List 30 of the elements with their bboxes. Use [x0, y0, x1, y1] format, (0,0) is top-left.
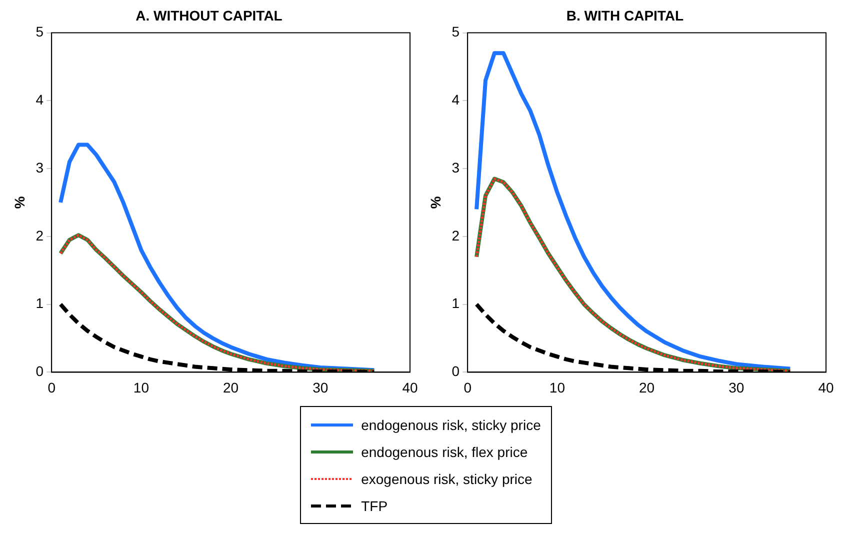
y-axis-title: %	[11, 196, 28, 209]
y-tick-label: 4	[36, 92, 44, 108]
x-tick-label: 10	[549, 379, 566, 396]
legend-label: TFP	[361, 498, 388, 514]
y-tick-label: 5	[452, 24, 460, 40]
y-tick-label: 0	[452, 363, 460, 380]
x-tick-label: 40	[402, 379, 418, 396]
y-tick-label: 4	[452, 92, 460, 108]
y-tick-label: 3	[36, 159, 44, 176]
x-tick-label: 0	[48, 379, 56, 396]
y-tick-label: 5	[36, 24, 44, 40]
x-tick-label: 10	[133, 379, 150, 396]
chart-title: B. WITH CAPITAL	[566, 7, 684, 24]
y-tick-label: 2	[36, 227, 44, 244]
legend-label: endogenous risk, flex price	[361, 444, 528, 460]
x-tick-label: 20	[639, 379, 655, 396]
legend-label: endogenous risk, sticky price	[361, 416, 541, 432]
chart-title: A. WITHOUT CAPITAL	[136, 7, 283, 24]
y-tick-label: 2	[452, 227, 460, 244]
x-tick-label: 0	[464, 379, 472, 396]
x-tick-label: 30	[728, 379, 744, 396]
y-axis-title: %	[427, 196, 444, 209]
x-tick-label: 40	[818, 379, 834, 396]
x-tick-label: 30	[312, 379, 328, 396]
y-tick-label: 3	[452, 159, 460, 176]
y-tick-label: 1	[452, 295, 460, 312]
x-tick-label: 20	[223, 379, 239, 396]
legend-label: exogenous risk, sticky price	[361, 470, 532, 486]
y-tick-label: 0	[36, 363, 44, 380]
y-tick-label: 1	[36, 295, 44, 312]
